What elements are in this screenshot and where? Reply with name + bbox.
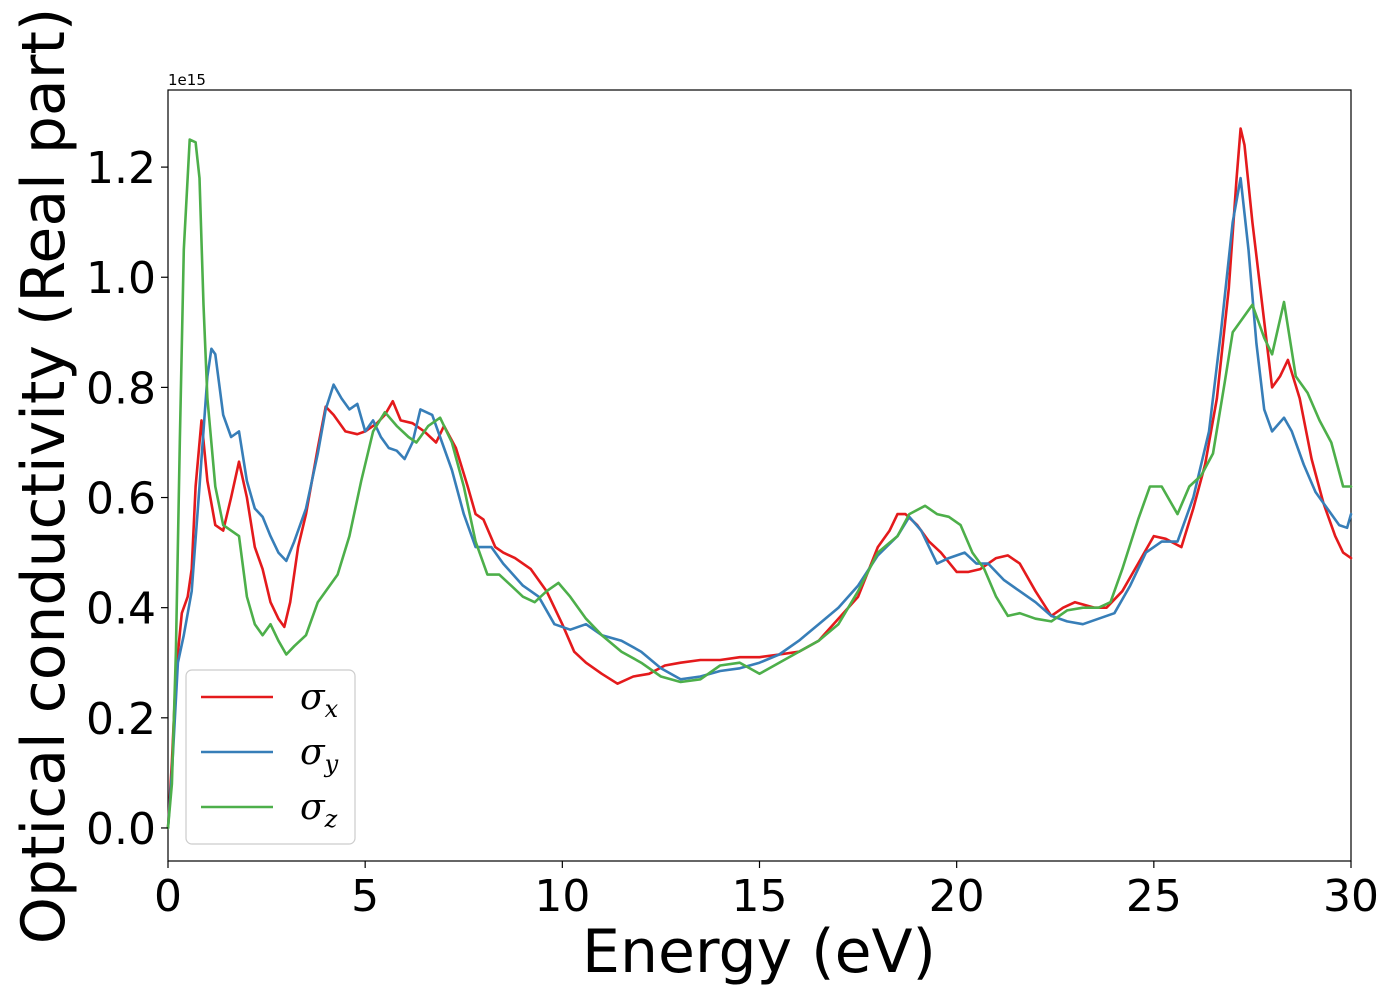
- legend-box: [185, 669, 356, 845]
- y-tick-label: 0.6: [86, 474, 156, 525]
- y-offset-label: 1e15: [168, 71, 206, 89]
- plot-frame: [167, 89, 1352, 862]
- legend: σx σy σz: [185, 669, 356, 845]
- y-tick-label: 0.2: [86, 694, 156, 745]
- x-tick-label: 5: [351, 871, 379, 922]
- x-tick-label: 15: [732, 871, 788, 922]
- legend-label-z: σz: [300, 787, 338, 833]
- x-tick-label: 20: [929, 871, 985, 922]
- x-tick-label: 25: [1126, 871, 1182, 922]
- y-tick-label: 0.4: [86, 584, 156, 635]
- x-tick-label: 0: [154, 871, 182, 922]
- x-tick-label: 30: [1323, 871, 1379, 922]
- x-axis-ticks: 0 5 10 15 20 25 30: [154, 861, 1379, 922]
- x-tick-label: 10: [534, 871, 590, 922]
- series-lines: [166, 127, 1353, 830]
- y-axis-title: Optical conductivity (Real part): [9, 8, 79, 945]
- x-axis-title: Energy (eV): [582, 917, 936, 987]
- legend-label-x: σx: [300, 677, 339, 723]
- y-tick-label: 0.0: [86, 804, 156, 855]
- y-tick-label: 1.0: [86, 253, 156, 304]
- series-line-y: [166, 176, 1353, 830]
- series-line-x: [166, 127, 1353, 830]
- legend-label-y: σy: [300, 732, 339, 778]
- y-tick-label: 1.2: [86, 143, 156, 194]
- y-tick-label: 0.8: [86, 363, 156, 414]
- series-line-z: [166, 138, 1353, 830]
- y-axis-ticks: 0.0 0.2 0.4 0.6 0.8 1.0 1.2: [86, 143, 168, 855]
